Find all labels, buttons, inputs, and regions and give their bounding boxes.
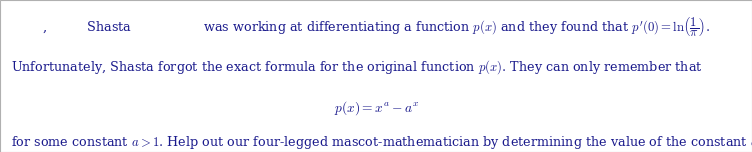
Text: ,          Shasta                  was working at differentiating a function $p(: , Shasta was working at differentiating … xyxy=(42,15,710,38)
Text: $p(x) = x^a - a^x$: $p(x) = x^a - a^x$ xyxy=(333,99,419,117)
Text: Unfortunately, Shasta forgot the exact formula for the original function $p(x)$.: Unfortunately, Shasta forgot the exact f… xyxy=(11,58,703,76)
Text: for some constant $a > 1$. Help out our four-legged mascot-mathematician by dete: for some constant $a > 1$. Help out our … xyxy=(11,134,752,151)
